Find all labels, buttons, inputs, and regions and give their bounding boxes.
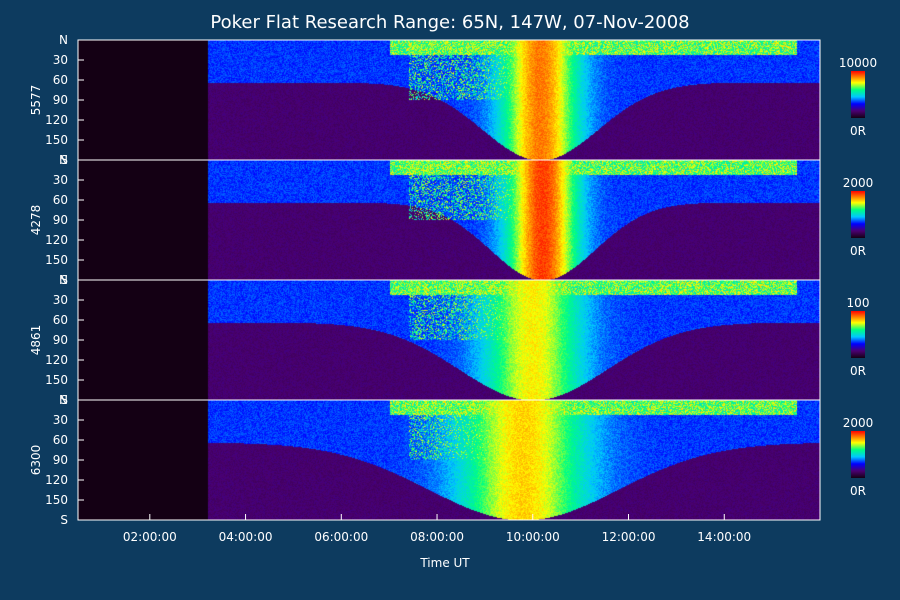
panels: N 30 60 90 120 150 S 5577 10000 0R N 30 60 90 120 150 S 4…	[29, 33, 877, 527]
chart-title: Poker Flat Research Range: 65N, 147W, 07…	[210, 12, 689, 33]
panel-5577: N 30 60 90 120 150 S 5577 10000 0R	[29, 33, 877, 167]
panel-heatmap	[78, 280, 820, 400]
panel-ylabel: 4278	[29, 205, 43, 236]
x-tick-label: 04:00:00	[219, 530, 273, 544]
x-tick-label: 10:00:00	[506, 530, 560, 544]
y-tick-label: 60	[53, 313, 68, 327]
y-tick-label: 30	[53, 173, 68, 187]
y-tick-label: 60	[53, 193, 68, 207]
panel-4278: N 30 60 90 120 150 S 4278 2000 0R	[29, 153, 873, 287]
y-tick-label: 150	[45, 493, 68, 507]
y-tick-label: 60	[53, 433, 68, 447]
colorbar-min-label: 0R	[850, 124, 866, 138]
y-tick-label: 120	[45, 233, 68, 247]
x-tick-label: 08:00:00	[410, 530, 464, 544]
colorbar	[851, 311, 865, 358]
y-tick-label: S	[60, 273, 68, 287]
y-tick-label: 120	[45, 113, 68, 127]
panel-ylabel: 4861	[29, 325, 43, 356]
colorbar-min-label: 0R	[850, 484, 866, 498]
colorbar-min-label: 0R	[850, 364, 866, 378]
y-tick-label: 150	[45, 373, 68, 387]
panel-6300: N 30 60 90 120 150 S 6300 2000 0R	[29, 393, 873, 527]
y-tick-label: 30	[53, 53, 68, 67]
x-tick-label: 06:00:00	[314, 530, 368, 544]
colorbar-max-label: 2000	[843, 176, 874, 190]
y-tick-label: N	[59, 273, 68, 287]
colorbar	[851, 431, 865, 478]
x-tick-label: 02:00:00	[123, 530, 177, 544]
panel-heatmap	[78, 400, 820, 520]
y-tick-label: S	[60, 513, 68, 527]
y-tick-label: 90	[53, 213, 68, 227]
x-tick-label: 14:00:00	[697, 530, 751, 544]
panel-4861: N 30 60 90 120 150 S 4861 100 0R	[29, 273, 869, 407]
colorbar-max-label: 2000	[843, 416, 874, 430]
y-tick-label: 30	[53, 293, 68, 307]
y-tick-label: 150	[45, 133, 68, 147]
x-axis: 02:00:00 04:00:00 06:00:00 08:00:00 10:00:00…	[123, 514, 751, 544]
panel-ylabel: 5577	[29, 85, 43, 116]
y-tick-label: N	[59, 153, 68, 167]
y-tick-label: 150	[45, 253, 68, 267]
y-tick-label: 60	[53, 73, 68, 87]
panel-ylabel: 6300	[29, 445, 43, 476]
panel-heatmap	[78, 160, 820, 280]
y-tick-label: N	[59, 393, 68, 407]
x-tick-label: 12:00:00	[602, 530, 656, 544]
y-tick-label: 30	[53, 413, 68, 427]
y-tick-label: S	[60, 393, 68, 407]
y-tick-label: 90	[53, 93, 68, 107]
y-tick-label: N	[59, 33, 68, 47]
x-axis-label: Time UT	[419, 556, 470, 570]
colorbar-min-label: 0R	[850, 244, 866, 258]
colorbar-max-label: 10000	[839, 56, 877, 70]
colorbar-max-label: 100	[847, 296, 870, 310]
y-tick-label: 90	[53, 453, 68, 467]
colorbar	[851, 71, 865, 118]
y-tick-label: S	[60, 153, 68, 167]
y-tick-label: 120	[45, 473, 68, 487]
colorbar	[851, 191, 865, 238]
panel-heatmap	[78, 40, 820, 160]
y-tick-label: 90	[53, 333, 68, 347]
y-tick-label: 120	[45, 353, 68, 367]
